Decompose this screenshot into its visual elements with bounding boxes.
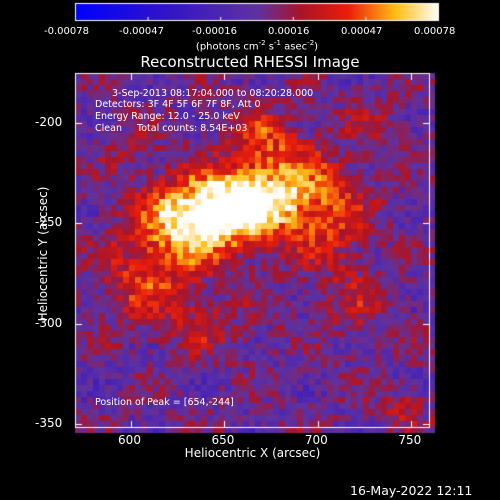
x-axis-label: Heliocentric X (arcsec) <box>184 446 321 460</box>
x-tick-label: 700 <box>304 433 328 447</box>
annotation-clean-counts: Clean Total counts: 8.54E+03 <box>95 123 248 134</box>
colorbar-tick-label: 0.00016 <box>268 26 310 37</box>
x-tick-label: 650 <box>211 433 235 447</box>
colorbar-tick-label: -0.00047 <box>119 26 164 37</box>
colorbar-tick-label: -0.00078 <box>44 26 89 37</box>
annotation-energy-range: Energy Range: 12.0 - 25.0 keV <box>95 111 240 122</box>
annotation-peak-position: Position of Peak = [654,-244] <box>95 397 234 408</box>
x-tick-label: 750 <box>398 433 422 447</box>
colorbar-tick-label: 0.00047 <box>341 26 383 37</box>
colorbar-units-label: (photons cm-2 s-1 asec-2) <box>195 39 319 53</box>
y-tick-label: -300 <box>35 315 63 330</box>
colorbar-tick-label: 0.00078 <box>414 26 456 37</box>
annotation-time-range: 3-Sep-2013 08:17:04.000 to 08:20:28.000 <box>112 88 314 99</box>
y-tick-label: -200 <box>35 115 63 130</box>
colorbar-tick-label: -0.00016 <box>192 26 237 37</box>
y-tick-label: -250 <box>35 215 63 230</box>
render-timestamp: 16-May-2022 12:11 <box>350 483 473 498</box>
x-tick-label: 600 <box>118 433 141 447</box>
y-tick-label: -350 <box>35 415 63 430</box>
annotation-detectors: Detectors: 3F 4F 5F 6F 7F 8F, Att 0 <box>95 99 261 110</box>
y-axis-label: Heliocentric Y (arcsec) <box>36 186 50 322</box>
chart-title: Reconstructed RHESSI Image <box>140 53 360 71</box>
